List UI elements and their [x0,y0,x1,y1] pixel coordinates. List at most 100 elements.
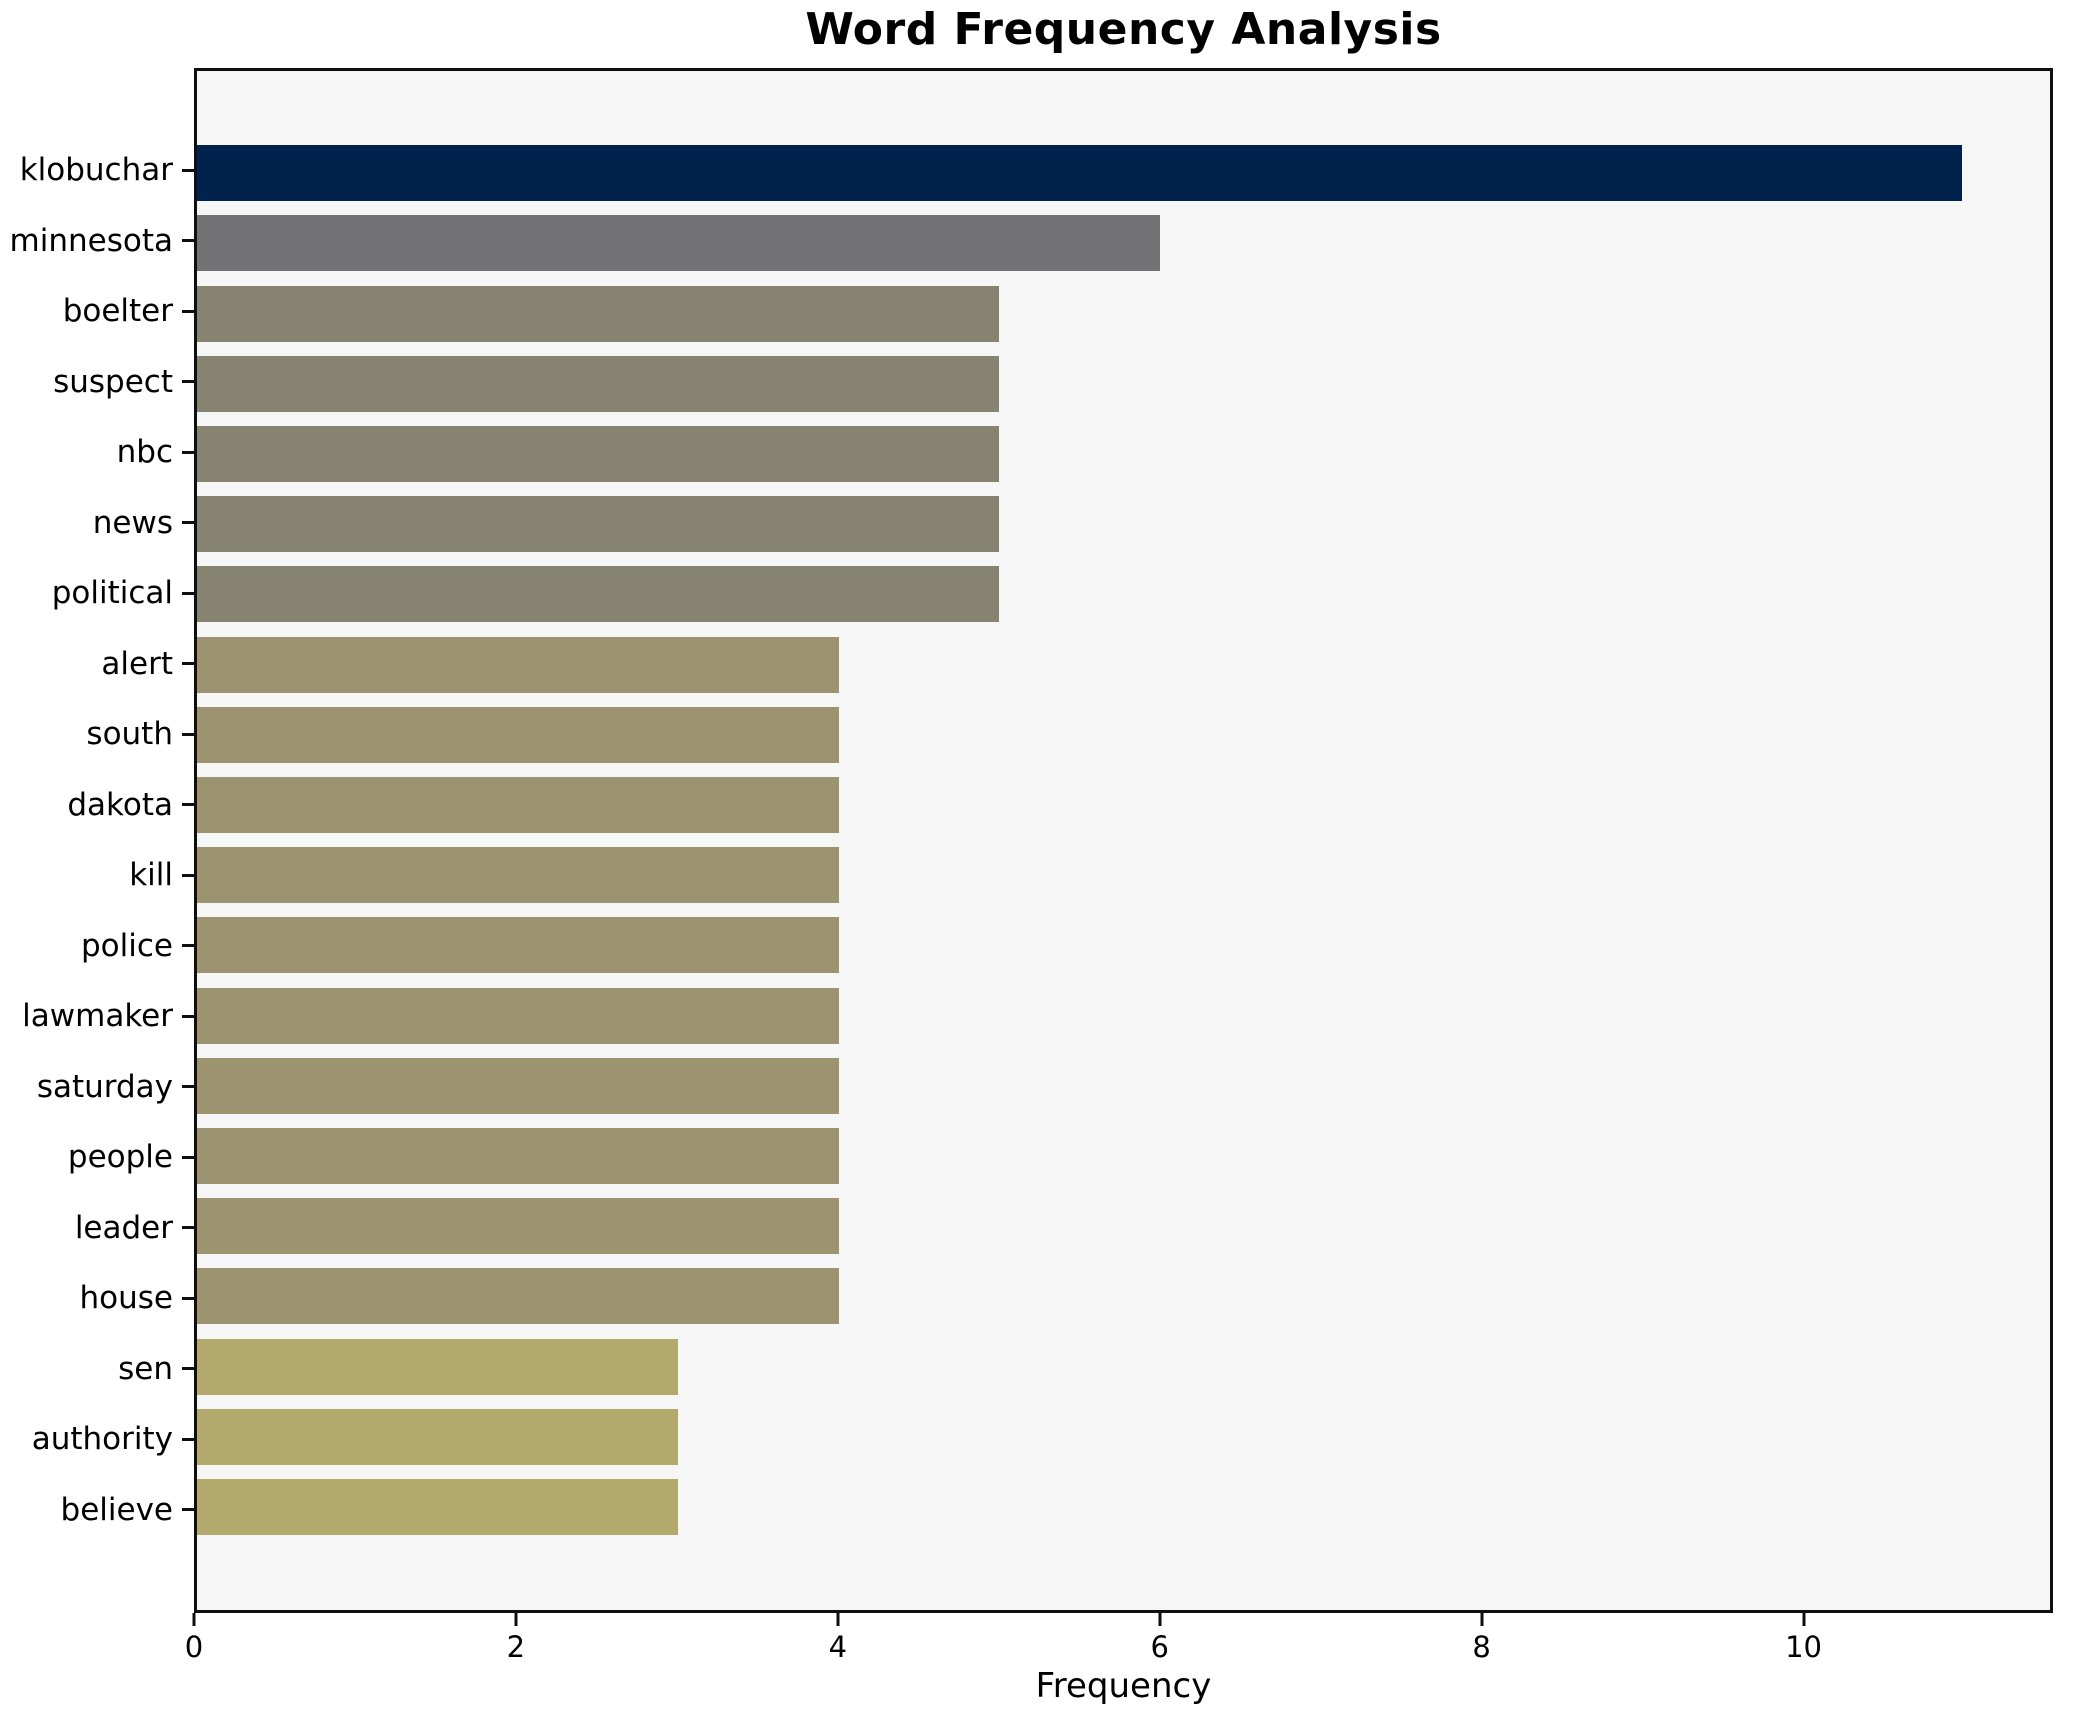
x-tick-label: 10 [1785,1630,1822,1664]
bar-row [197,489,2050,559]
bar-klobuchar [197,145,1962,202]
y-tick-mark [182,1014,194,1018]
y-tick-row: alert [0,629,194,700]
bar-alert [197,636,839,693]
bar-row [197,910,2050,980]
x-tick-label: 2 [506,1630,526,1664]
y-tick-row: leader [0,1193,194,1264]
y-tick-row: south [0,699,194,770]
y-tick-mark [182,1226,194,1230]
y-tick-label: dakota [67,786,173,823]
y-tick-label: news [92,504,173,541]
y-tick-label: leader [74,1209,173,1246]
y-tick-label: klobuchar [19,152,173,189]
y-tick-label: suspect [53,363,173,400]
bar-house [197,1268,839,1325]
bar-row [197,770,2050,840]
y-tick-label: people [67,1139,173,1176]
bar-sen [197,1338,679,1395]
bar-row [197,1051,2050,1121]
y-axis-labels: klobuchar minnesota boelter suspect nbc news p… [0,68,194,1613]
y-tick-row: suspect [0,347,194,418]
y-tick-row: nbc [0,417,194,488]
bar-row [197,138,2050,208]
y-tick-mark [182,1296,194,1300]
bar-saturday [197,1057,839,1114]
bar-dakota [197,776,839,833]
y-tick-label: believe [60,1491,173,1528]
y-tick-row: saturday [0,1052,194,1123]
bar-believe [197,1478,679,1535]
y-tick-mark [182,1155,194,1159]
x-tick-mark [1158,1613,1162,1626]
y-tick-mark [182,944,194,948]
plot-area [194,68,2053,1613]
bar-lawmaker [197,987,839,1044]
y-tick-label: nbc [116,434,173,471]
y-tick-label: saturday [36,1068,173,1105]
x-tick-mark [1802,1613,1806,1626]
bar-row [197,980,2050,1050]
bar-row [197,840,2050,910]
y-tick-mark [182,803,194,807]
bar-row [197,1402,2050,1472]
bar-south [197,706,839,763]
y-tick-row: sen [0,1334,194,1405]
bar-row [197,700,2050,770]
y-tick-mark [182,591,194,595]
y-tick-mark [182,380,194,384]
y-tick-label: alert [101,645,173,682]
bar-row [197,208,2050,278]
y-tick-mark [182,662,194,666]
bar-row [197,559,2050,629]
bar-row [197,419,2050,489]
x-tick-mark [514,1613,518,1626]
bar-kill [197,847,839,904]
bar-leader [197,1198,839,1255]
bar-people [197,1127,839,1184]
bars-area [197,71,2050,1610]
y-tick-label: house [79,1280,173,1317]
y-tick-mark [182,1508,194,1512]
bar-political [197,566,1000,623]
y-tick-row: political [0,558,194,629]
y-tick-row: boelter [0,276,194,347]
y-tick-row: kill [0,840,194,911]
y-tick-row: house [0,1263,194,1334]
bar-authority [197,1408,679,1465]
y-tick-row: police [0,911,194,982]
y-tick-mark [182,873,194,877]
y-tick-mark [182,309,194,313]
y-tick-mark [182,450,194,454]
y-tick-mark [182,521,194,525]
y-tick-row: dakota [0,770,194,841]
bar-row [197,1261,2050,1331]
x-tick-mark [192,1613,196,1626]
y-tick-row: believe [0,1475,194,1546]
y-tick-label: boelter [62,293,173,330]
bar-police [197,917,839,974]
y-tick-row: klobuchar [0,135,194,206]
x-tick-mark [1480,1613,1484,1626]
x-axis: 0 2 4 6 8 10 [185,1613,2053,1683]
x-tick-label: 8 [1472,1630,1491,1664]
bar-suspect [197,355,1000,412]
chart-title: Word Frequency Analysis [805,4,1442,55]
y-tick-row: people [0,1122,194,1193]
bar-nbc [197,425,1000,482]
y-tick-mark [182,1085,194,1089]
y-tick-label: south [86,716,173,753]
y-tick-mark [182,1367,194,1371]
y-tick-label: sen [118,1350,173,1387]
x-tick-mark [836,1613,840,1626]
bar-boelter [197,285,1000,342]
y-tick-label: lawmaker [22,998,173,1035]
x-tick-label: 4 [828,1630,848,1664]
y-tick-label: authority [31,1421,173,1458]
bar-row [197,1331,2050,1401]
bar-row [197,349,2050,419]
bar-row [197,1472,2050,1542]
y-tick-label: political [51,575,173,612]
y-tick-row: minnesota [0,206,194,277]
y-tick-mark [182,168,194,172]
